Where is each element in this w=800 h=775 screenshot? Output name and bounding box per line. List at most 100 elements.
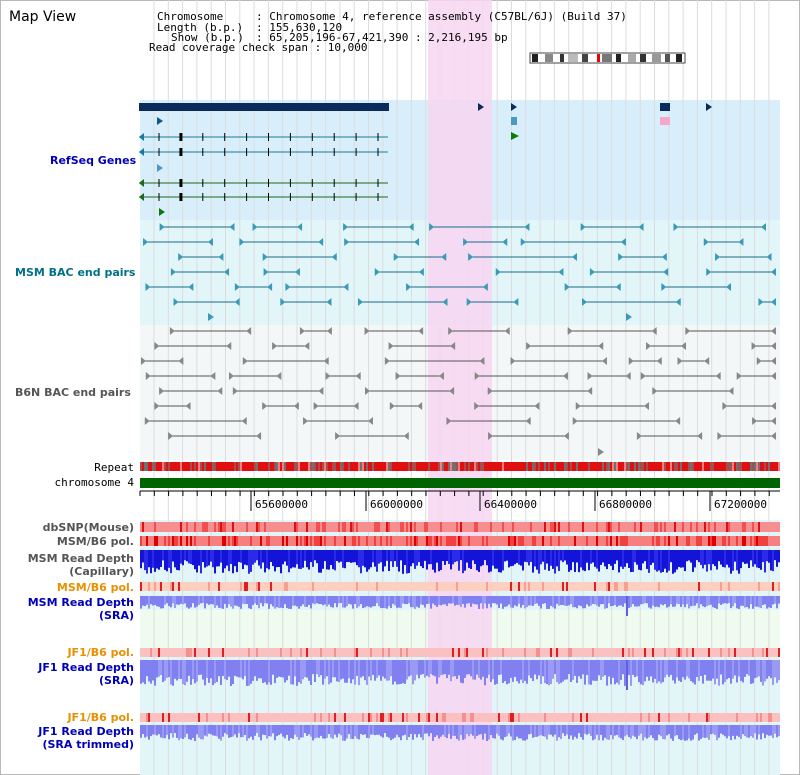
polymorphism-heat <box>580 713 582 722</box>
msm-b6-pol-label-2[interactable]: MSM/B6 pol. <box>56 581 134 594</box>
read-depth-bar <box>420 550 422 567</box>
polymorphism-heat <box>682 713 684 722</box>
polymorphism-heat <box>770 582 772 591</box>
jf1-read-depth-trimmed-label[interactable]: JF1 Read Depth <box>38 725 134 738</box>
repeat-segment <box>680 462 682 471</box>
read-depth-bar <box>620 596 622 606</box>
read-depth-bar <box>468 596 470 604</box>
polymorphism-heat <box>390 582 392 591</box>
read-depth-bar <box>140 550 142 569</box>
repeat-segment <box>596 462 598 471</box>
read-depth-bar <box>752 660 754 684</box>
repeat-segment <box>300 462 302 471</box>
bac-end-marker <box>567 327 573 335</box>
repeat-segment <box>610 462 612 471</box>
polymorphism-heat <box>658 582 660 591</box>
repeat-segment <box>422 462 424 471</box>
read-depth-bar <box>276 660 278 678</box>
polymorphism-heat <box>174 582 176 591</box>
read-depth-bar <box>360 596 362 605</box>
repeat-segment <box>222 462 224 471</box>
read-depth-bar <box>560 550 562 561</box>
repeat-segment <box>704 462 706 471</box>
polymorphism-heat <box>662 536 664 546</box>
polymorphism-heat <box>380 536 382 546</box>
polymorphism-heat <box>436 536 438 546</box>
polymorphism-heat <box>210 713 212 722</box>
refseq-gene-block <box>511 117 517 125</box>
polymorphism-heat <box>656 522 658 532</box>
b6n-bac-label[interactable]: B6N BAC end pairs <box>15 386 131 399</box>
bac-end-marker <box>207 238 213 246</box>
polymorphism-heat <box>146 582 148 591</box>
repeat-segment <box>650 462 652 471</box>
read-depth-bar <box>198 725 200 738</box>
repeat-segment <box>482 462 484 471</box>
read-depth-bar <box>320 550 322 573</box>
read-depth-bar <box>516 725 518 737</box>
polymorphism-heat <box>586 536 588 546</box>
read-depth-bar <box>322 660 324 685</box>
polymorphism-heat <box>470 713 472 722</box>
jf1-read-depth-sra-label[interactable]: JF1 Read Depth <box>38 661 134 674</box>
polymorphism-heat <box>422 713 424 722</box>
bac-end-marker <box>661 283 667 291</box>
msm-read-depth-sra-label[interactable]: MSM Read Depth <box>27 596 134 609</box>
read-depth-bar <box>448 550 450 564</box>
bac-end-marker <box>487 387 493 395</box>
polymorphism-heat <box>158 536 160 546</box>
polymorphism-heat <box>242 522 244 532</box>
repeat-segment <box>296 462 298 471</box>
read-depth-bar <box>452 550 454 565</box>
dbsnp-label[interactable]: dbSNP(Mouse) <box>42 521 134 534</box>
msm-bac-label[interactable]: MSM BAC end pairs <box>15 266 136 279</box>
read-depth-bar <box>246 660 248 686</box>
read-depth-bar <box>688 550 690 561</box>
read-depth-bar <box>520 660 522 680</box>
polymorphism-heat <box>654 522 656 532</box>
read-depth-bar <box>660 596 662 605</box>
read-depth-bar <box>402 596 404 604</box>
read-depth-bar <box>574 550 576 573</box>
read-depth-bar <box>198 660 200 675</box>
polymorphism-heat <box>192 648 194 657</box>
polymorphism-heat <box>416 713 418 722</box>
read-depth-bar <box>760 660 762 682</box>
read-depth-bar <box>764 596 766 605</box>
read-depth-bar <box>402 660 404 684</box>
read-depth-bar <box>184 550 186 561</box>
polymorphism-heat <box>712 648 714 657</box>
polymorphism-heat <box>628 536 630 546</box>
read-depth-bar <box>278 550 280 567</box>
polymorphism-heat <box>650 713 652 722</box>
read-depth-bar <box>140 725 142 738</box>
read-depth-bar <box>424 725 426 734</box>
read-depth-bar <box>288 550 290 573</box>
read-depth-bar <box>232 725 234 737</box>
polymorphism-heat <box>290 582 292 591</box>
repeat-segment <box>412 462 414 471</box>
repeat-segment <box>294 462 296 471</box>
polymorphism-heat <box>270 582 272 591</box>
polymorphism-heat <box>152 648 154 657</box>
polymorphism-heat <box>180 713 182 722</box>
jf1-b6-pol-label-2[interactable]: JF1/B6 pol. <box>67 711 134 724</box>
polymorphism-heat <box>708 522 710 532</box>
read-depth-bar <box>276 596 278 608</box>
polymorphism-heat <box>228 522 230 532</box>
polymorphism-heat <box>240 522 242 532</box>
polymorphism-heat <box>260 582 262 591</box>
refseq-genes-label[interactable]: RefSeq Genes <box>50 154 137 167</box>
polymorphism-heat <box>476 582 478 591</box>
msm-read-depth-capillary-label[interactable]: MSM Read Depth <box>27 552 134 565</box>
read-depth-bar <box>770 550 772 571</box>
msm-b6-pol-label-1[interactable]: MSM/B6 pol. <box>56 535 134 548</box>
polymorphism-heat <box>720 522 722 532</box>
jf1-b6-pol-label-1[interactable]: JF1/B6 pol. <box>67 646 134 659</box>
read-depth-bar <box>388 596 390 607</box>
read-depth-bar <box>296 596 298 607</box>
polymorphism-heat <box>384 522 386 532</box>
read-depth-bar <box>396 725 398 735</box>
repeat-segment <box>554 462 556 471</box>
